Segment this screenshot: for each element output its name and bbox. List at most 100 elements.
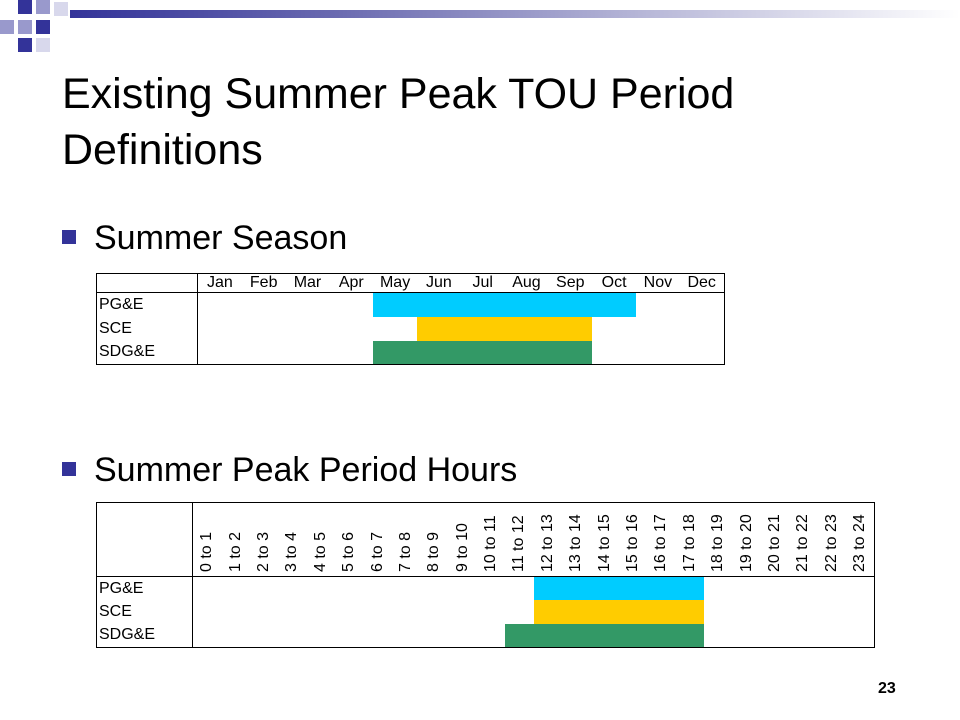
inactive-period-cell	[789, 600, 817, 624]
inactive-period-cell	[420, 623, 449, 648]
column-header: 20 to 21	[760, 502, 790, 577]
active-period-cell	[533, 576, 563, 600]
inactive-period-cell	[818, 600, 846, 624]
table-row: SDG&E	[96, 340, 725, 365]
active-period-cell	[647, 576, 676, 600]
active-period-cell	[590, 576, 619, 600]
inactive-period-cell	[636, 293, 680, 317]
column-header-label: 8 to 9	[425, 531, 443, 572]
column-header-label: Feb	[249, 274, 278, 292]
column-header: 14 to 15	[590, 502, 619, 577]
inactive-period-cell	[392, 600, 420, 624]
column-header-label: 11 to 12	[510, 515, 528, 572]
column-header-label: 13 to 14	[567, 514, 585, 572]
column-header-label: 23 to 24	[851, 514, 869, 572]
column-header: Jul	[460, 273, 505, 293]
inactive-period-cell	[278, 600, 306, 624]
inactive-period-cell	[592, 340, 636, 365]
active-period-cell	[618, 576, 648, 600]
inactive-period-cell	[198, 317, 242, 341]
column-header-label: Jan	[207, 274, 233, 292]
column-header-label: Dec	[687, 274, 716, 292]
active-period-cell	[590, 600, 619, 624]
inactive-period-cell	[285, 340, 330, 365]
inactive-period-cell	[335, 577, 363, 601]
inactive-period-cell	[334, 623, 364, 648]
column-header: Oct	[592, 273, 636, 293]
inactive-period-cell	[704, 623, 733, 648]
inactive-period-cell	[789, 623, 818, 648]
column-header: 0 to 1	[192, 502, 222, 577]
inactive-period-cell	[448, 623, 477, 648]
column-header-label: 21 to 22	[794, 514, 812, 572]
column-header-label: 15 to 16	[624, 514, 642, 572]
active-period-cell	[562, 600, 591, 624]
active-period-cell	[562, 576, 591, 600]
inactive-period-cell	[193, 600, 222, 624]
column-header: Jun	[416, 273, 461, 293]
column-header-label: 9 to 10	[453, 523, 471, 572]
inactive-period-cell	[420, 600, 448, 624]
active-period-cell	[460, 292, 505, 317]
column-header: Feb	[241, 273, 286, 293]
header-bar	[70, 10, 960, 18]
column-header-label: 2 to 3	[254, 531, 272, 572]
active-period-cell	[460, 340, 505, 365]
active-period-cell	[533, 600, 563, 624]
active-period-cell	[416, 316, 461, 341]
column-header-label: Aug	[512, 274, 541, 292]
inactive-period-cell	[373, 317, 417, 341]
header-square	[36, 0, 50, 14]
column-header: 22 to 23	[817, 502, 846, 577]
bullet-text: Summer Peak Period Hours	[94, 451, 518, 489]
column-header-label: Mar	[293, 274, 322, 292]
column-header: 7 to 8	[391, 502, 421, 577]
inactive-period-cell	[278, 623, 307, 648]
column-header-label: 1 to 2	[226, 531, 244, 572]
inactive-period-cell	[732, 577, 760, 601]
column-header: 3 to 4	[278, 502, 307, 577]
column-header-label: Nov	[643, 274, 673, 292]
column-header-label: 18 to 19	[709, 514, 727, 572]
column-header-label: 6 to 7	[368, 531, 386, 572]
active-period-cell	[548, 316, 593, 341]
inactive-period-cell	[449, 577, 477, 601]
column-header-label: Jul	[472, 274, 493, 292]
inactive-period-cell	[198, 293, 242, 317]
inactive-period-cell	[845, 576, 876, 600]
header-square	[18, 20, 32, 34]
inactive-period-cell	[845, 600, 876, 624]
column-header: 8 to 9	[420, 502, 449, 577]
inactive-period-cell	[193, 577, 222, 601]
active-period-cell	[562, 623, 591, 648]
header-square	[54, 2, 68, 16]
inactive-period-cell	[704, 577, 732, 601]
column-header-label: Sep	[556, 274, 585, 292]
inactive-period-cell	[845, 623, 876, 648]
column-header: Dec	[679, 273, 725, 293]
inactive-period-cell	[286, 317, 330, 341]
inactive-period-cell	[286, 293, 330, 317]
header-square	[0, 20, 14, 34]
inactive-period-cell	[761, 600, 789, 624]
table-row: PG&E	[96, 576, 876, 601]
column-header: 6 to 7	[363, 502, 392, 577]
inactive-period-cell	[679, 316, 725, 341]
column-header: 2 to 3	[249, 502, 279, 577]
inactive-period-cell	[242, 293, 286, 317]
utility-label: SDG&E	[96, 623, 193, 648]
column-header-label: May	[379, 274, 411, 292]
column-header-label: 20 to 21	[766, 514, 783, 572]
inactive-period-cell	[505, 577, 533, 601]
inactive-period-cell	[391, 623, 421, 648]
table-corner-cell	[96, 502, 193, 577]
inactive-period-cell	[761, 577, 789, 601]
utility-label: SDG&E	[96, 340, 198, 365]
page-title: Existing Summer Peak TOU Period Definiti…	[62, 70, 735, 174]
column-header: 23 to 24	[845, 502, 876, 577]
column-header: 18 to 19	[704, 502, 733, 577]
active-period-cell	[505, 623, 534, 648]
column-header: 16 to 17	[647, 502, 676, 577]
table-row: SCE	[96, 600, 876, 624]
inactive-period-cell	[192, 623, 222, 648]
